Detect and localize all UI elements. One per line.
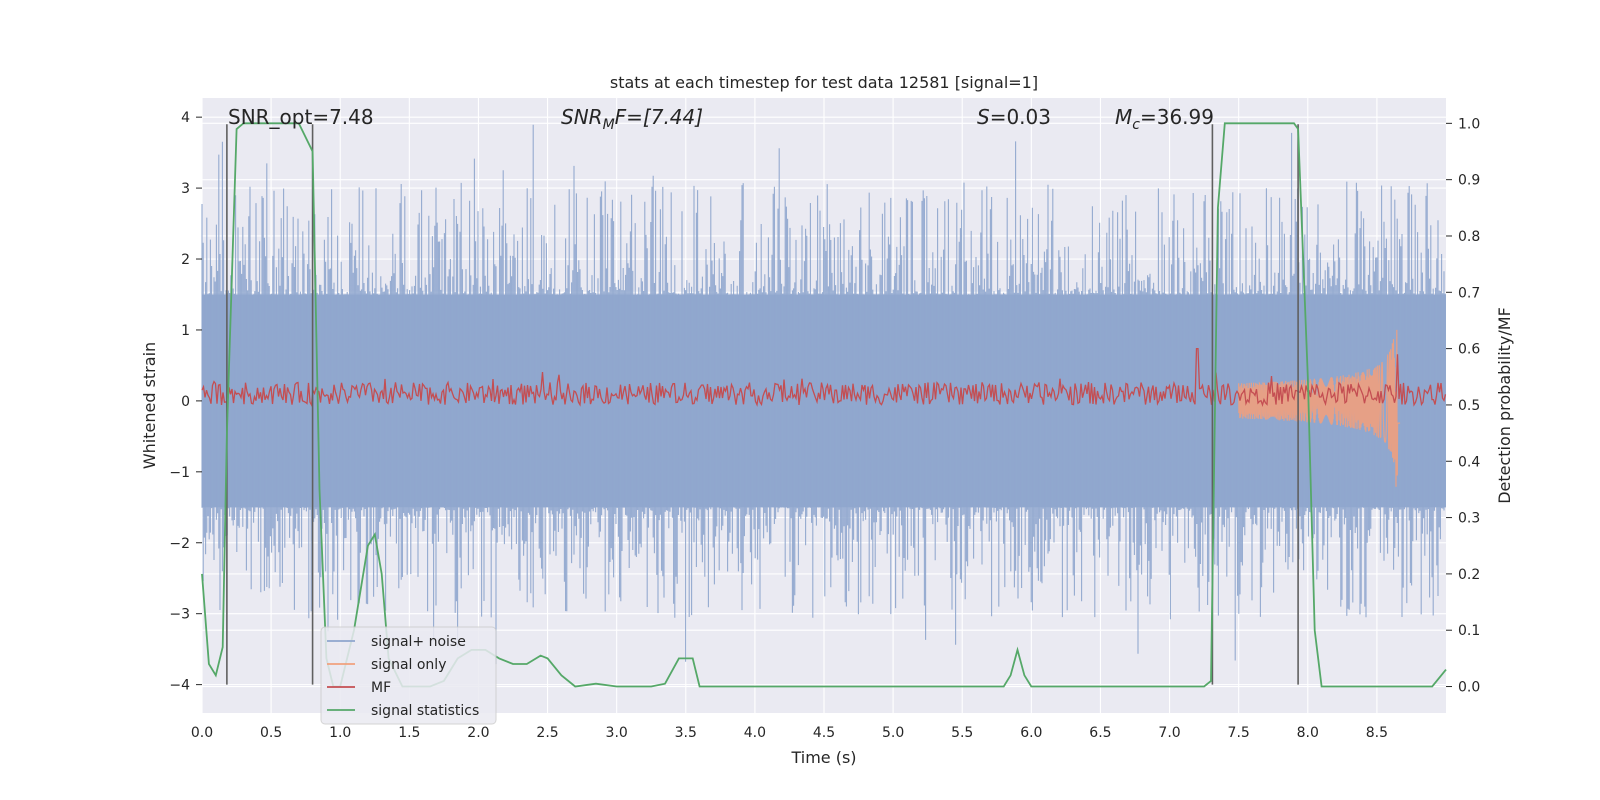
y-tick-label: 0 bbox=[181, 394, 190, 410]
y2-tick-label: 0.5 bbox=[1458, 398, 1480, 414]
annotation-snr-mf-main: SNR bbox=[561, 105, 603, 129]
y2-tick-label: 0.7 bbox=[1458, 285, 1480, 301]
y2-tick-label: 0.2 bbox=[1458, 567, 1480, 583]
legend-box bbox=[320, 626, 497, 725]
x-tick-label: 4.5 bbox=[813, 725, 835, 741]
annotation-snr-mf-rest: F=[7.44] bbox=[615, 105, 703, 129]
x-tick-label: 5.0 bbox=[882, 725, 904, 741]
signal-statistics-line bbox=[201, 122, 1447, 688]
x-tick-label: 1.5 bbox=[398, 725, 420, 741]
x-tick-label: 4.0 bbox=[744, 725, 766, 741]
y2-axis-ticks: 1.0 0.9 0.8 0.7 0.6 0.5 0.4 0.3 0.2 0.1 0.0 bbox=[1446, 116, 1480, 696]
annotation-snr-mf-sub: M bbox=[603, 117, 615, 133]
legend-label: signal+ noise bbox=[371, 634, 466, 650]
y-tick-label: −1 bbox=[169, 465, 190, 481]
annotation-mc: Mc=36.99 bbox=[1115, 105, 1214, 133]
x-tick-label: 0.5 bbox=[260, 725, 282, 741]
legend-label: signal only bbox=[371, 657, 446, 673]
y-axis-label: Whitened strain bbox=[140, 342, 159, 469]
y-axis-ticks: 4 3 2 1 0 −1 −2 −3 −4 bbox=[169, 110, 202, 694]
mf-line bbox=[201, 347, 1447, 408]
x-tick-label: 6.0 bbox=[1020, 725, 1042, 741]
x-tick-label: 0.0 bbox=[191, 725, 213, 741]
legend-label: signal statistics bbox=[371, 703, 479, 719]
x-tick-label: 7.0 bbox=[1158, 725, 1180, 741]
annotation-s-main: S bbox=[977, 105, 990, 129]
annotation-s-rest: =0.03 bbox=[990, 105, 1051, 129]
annotation-mc-rest: =36.99 bbox=[1140, 105, 1214, 129]
annotation-snr-opt: SNR_opt=7.48 bbox=[228, 105, 374, 129]
x-axis-label: Time (s) bbox=[790, 748, 856, 767]
x-tick-label: 6.5 bbox=[1089, 725, 1111, 741]
x-axis-ticks: 0.0 0.5 1.0 1.5 2.0 2.5 3.0 3.5 4.0 4.5 5.0 5.5 6.0 6… bbox=[191, 725, 1388, 741]
x-tick-label: 3.0 bbox=[606, 725, 628, 741]
x-tick-label: 3.5 bbox=[675, 725, 697, 741]
x-tick-label: 5.5 bbox=[951, 725, 973, 741]
x-tick-label: 8.0 bbox=[1297, 725, 1319, 741]
x-tick-label: 2.5 bbox=[536, 725, 558, 741]
y2-tick-label: 0.4 bbox=[1458, 454, 1480, 470]
y-tick-label: 2 bbox=[181, 252, 190, 268]
y2-tick-label: 0.6 bbox=[1458, 342, 1480, 358]
x-tick-label: 7.5 bbox=[1228, 725, 1250, 741]
y2-tick-label: 0.9 bbox=[1458, 173, 1480, 189]
signal-statistics-series bbox=[201, 122, 1447, 688]
y-tick-label: −3 bbox=[169, 607, 190, 623]
y-tick-label: 3 bbox=[181, 181, 190, 197]
legend: signal+ noise signal only MF signal statist… bbox=[320, 626, 497, 725]
annotation-s: S=0.03 bbox=[977, 105, 1051, 129]
x-tick-label: 2.0 bbox=[467, 725, 489, 741]
y2-tick-label: 0.8 bbox=[1458, 229, 1480, 245]
y2-tick-label: 0.1 bbox=[1458, 623, 1480, 639]
y2-tick-label: 0.0 bbox=[1458, 680, 1480, 696]
x-tick-label: 1.0 bbox=[329, 725, 351, 741]
annotation-mc-sub: c bbox=[1132, 117, 1140, 133]
y-tick-label: −4 bbox=[169, 678, 190, 694]
y2-tick-label: 1.0 bbox=[1458, 116, 1480, 132]
y-tick-label: −2 bbox=[169, 536, 190, 552]
signal-only-line bbox=[1238, 329, 1401, 487]
annotation-mc-main: M bbox=[1115, 105, 1132, 129]
annotation-snr-mf: SNRMF=[7.44] bbox=[561, 105, 703, 133]
mf-series bbox=[201, 347, 1447, 408]
chart-title: stats at each timestep for test data 125… bbox=[610, 73, 1038, 92]
x-tick-label: 8.5 bbox=[1366, 725, 1388, 741]
y-tick-label: 1 bbox=[181, 323, 190, 339]
y-tick-label: 4 bbox=[181, 110, 190, 126]
y2-tick-label: 0.3 bbox=[1458, 511, 1480, 527]
y2-axis-label: Detection probability/MF bbox=[1495, 307, 1514, 504]
legend-label: MF bbox=[371, 680, 391, 696]
signal-only-series bbox=[1238, 329, 1401, 487]
